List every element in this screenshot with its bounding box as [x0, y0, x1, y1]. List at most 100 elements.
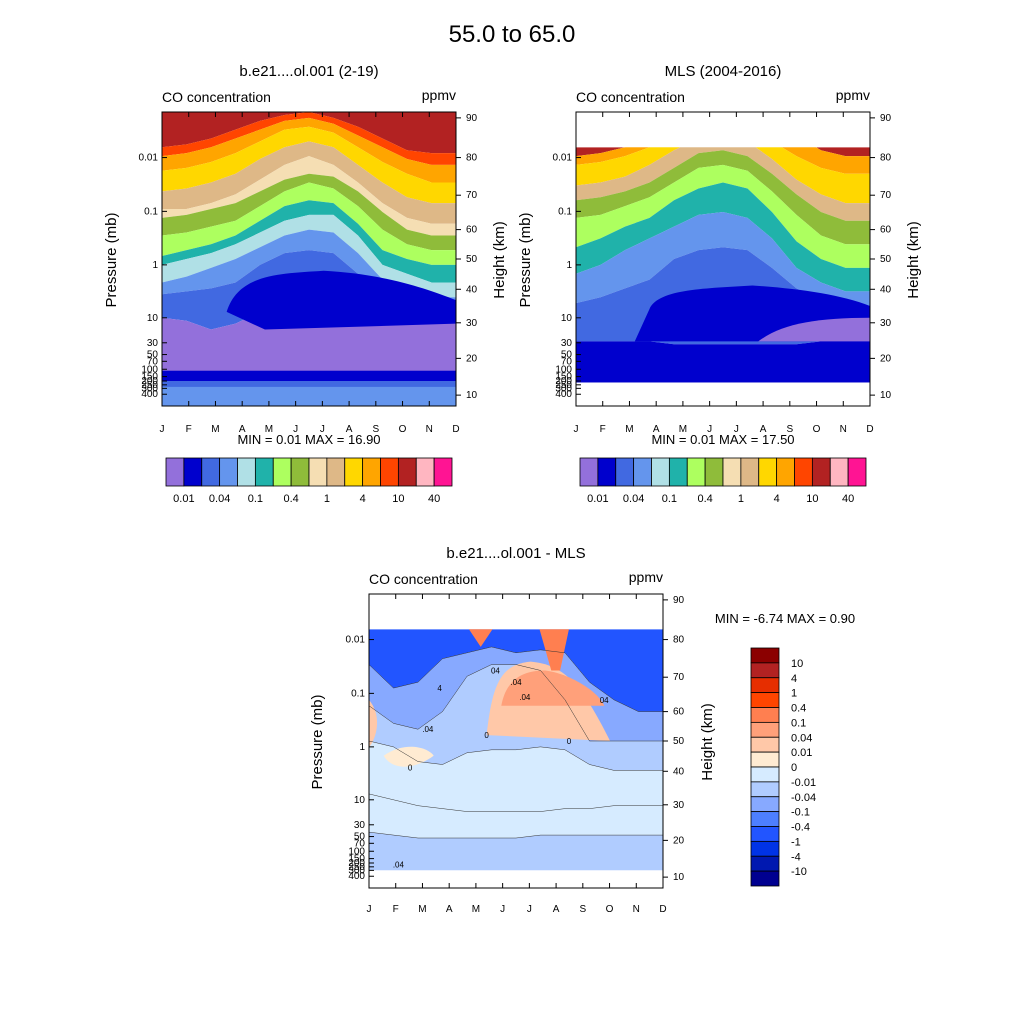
x-tick-label: F: [393, 904, 399, 915]
y2-tick-label: 20: [880, 353, 892, 364]
y2-tick-label: 30: [673, 800, 685, 811]
contour-band: [576, 341, 870, 383]
y2-tick-label: 50: [673, 736, 685, 747]
panel-title: b.e21....ol.001 (2-19): [239, 63, 378, 80]
contour-band: [576, 211, 870, 307]
no-data-region: [576, 382, 870, 406]
colorbar-label: 0.4: [791, 703, 806, 715]
y2-axis-label: Height (km): [905, 221, 922, 299]
colorbar-swatch: [750, 870, 780, 887]
colorbar-label: -0.01: [791, 777, 816, 789]
colorbar-label: 0.04: [623, 493, 644, 505]
colorbar-swatch: [750, 677, 780, 694]
contour-band: [369, 832, 663, 871]
colorbar-label: 1: [324, 493, 330, 505]
y-tick-label: 250: [348, 862, 365, 873]
panel-mls: MLS (2004-2016) CO concentration ppmv J F…: [517, 63, 922, 505]
colorbar-label: 0.04: [209, 493, 230, 505]
colorbar-swatch: [397, 457, 417, 487]
y-axis-label: Pressure (mb): [309, 694, 326, 789]
y-tick-label: 100: [141, 364, 158, 375]
colorbar-swatch: [750, 692, 780, 708]
colorbar-swatch: [615, 457, 635, 487]
no-data-region: [576, 112, 870, 148]
y-tick-label: 150: [555, 372, 572, 383]
y-axis-label: Pressure (mb): [517, 212, 534, 307]
colorbar-label: 0.1: [662, 493, 677, 505]
y-tick-label: 200: [141, 376, 158, 387]
x-tick-label: J: [734, 424, 739, 435]
y-tick-label: 300: [555, 383, 572, 394]
colorbar-swatch: [750, 707, 780, 723]
contour-band: [162, 112, 456, 154]
contour-band: [501, 670, 605, 706]
contour-band: [468, 629, 493, 647]
y-tick-label: 400: [348, 871, 365, 882]
colorbar-swatch: [847, 457, 867, 487]
y2-tick-label: 80: [880, 153, 892, 164]
x-tick-label: J: [707, 424, 712, 435]
y-tick-label: 30: [561, 338, 573, 349]
panel-model: b.e21....ol.001 (2-19) CO concentration …: [103, 63, 508, 505]
y-tick-label: 10: [561, 313, 573, 324]
colorbar-swatch: [750, 811, 780, 827]
y-tick-label: 0.1: [144, 206, 158, 217]
colorbar-swatch: [165, 457, 185, 487]
y-tick-label: 0.01: [553, 153, 573, 164]
colorbar-swatch: [254, 457, 274, 487]
x-tick-label: A: [446, 904, 453, 915]
x-tick-label: O: [399, 424, 407, 435]
colorbar-label: 4: [774, 493, 780, 505]
colorbar-swatch: [750, 736, 780, 753]
colorbar-label: 0.01: [587, 493, 608, 505]
y-tick-label: 70: [354, 838, 366, 849]
y-tick-label: 0.1: [558, 206, 572, 217]
y2-tick-label: 60: [673, 707, 685, 718]
panel-subtitle-right: ppmv: [422, 87, 456, 103]
y2-tick-label: 60: [466, 225, 478, 236]
x-tick-label: S: [786, 424, 793, 435]
x-tick-label: M: [211, 424, 219, 435]
y-tick-label: 10: [354, 795, 366, 806]
y2-tick-label: 70: [466, 190, 478, 201]
x-tick-label: S: [579, 904, 586, 915]
colorbar-label: 0.4: [697, 493, 712, 505]
colorbar-label: 10: [806, 493, 818, 505]
y-tick-label: 0.01: [139, 153, 159, 164]
colorbar-label: 0.04: [791, 732, 812, 744]
y2-tick-label: 10: [880, 390, 892, 401]
colorbar-swatch: [829, 457, 849, 487]
colorbar-swatch: [750, 826, 780, 842]
contour-label: .04: [393, 860, 405, 869]
contour-label: 4: [437, 684, 442, 693]
x-tick-label: F: [600, 424, 606, 435]
y2-tick-label: 20: [466, 353, 478, 364]
y2-tick-label: 50: [466, 254, 478, 265]
y-tick-label: 300: [348, 865, 365, 876]
x-tick-label: O: [813, 424, 821, 435]
colorbar-swatch: [750, 840, 780, 857]
x-tick-label: J: [574, 424, 579, 435]
colorbar-swatch: [750, 721, 780, 738]
contour-label: 0: [567, 737, 572, 746]
contour-label: .04: [510, 678, 522, 687]
y-tick-label: 50: [354, 832, 366, 843]
y-tick-label: 1: [566, 260, 572, 271]
contour-label: 0: [408, 763, 413, 772]
y-tick-label: 10: [147, 313, 159, 324]
colorbar-swatch: [219, 457, 238, 487]
panel-subtitle-right: ppmv: [836, 87, 870, 103]
colorbar-label: -4: [791, 851, 801, 863]
colorbar-label: 10: [392, 493, 404, 505]
colorbar-label: 4: [791, 673, 797, 685]
y-tick-label: 400: [141, 389, 158, 400]
colorbar-swatch: [326, 457, 346, 487]
contour-label: 04: [600, 696, 609, 705]
y2-axis-label: Height (km): [491, 221, 508, 299]
plot-area: J F M A M J J A S O N D0.010.1110305070100150200250…: [553, 111, 892, 435]
colorbar-label: 0.1: [248, 493, 263, 505]
y2-tick-label: 10: [673, 872, 685, 883]
y-tick-label: 200: [348, 858, 365, 869]
x-tick-label: M: [472, 904, 480, 915]
colorbar-swatch: [686, 457, 706, 487]
